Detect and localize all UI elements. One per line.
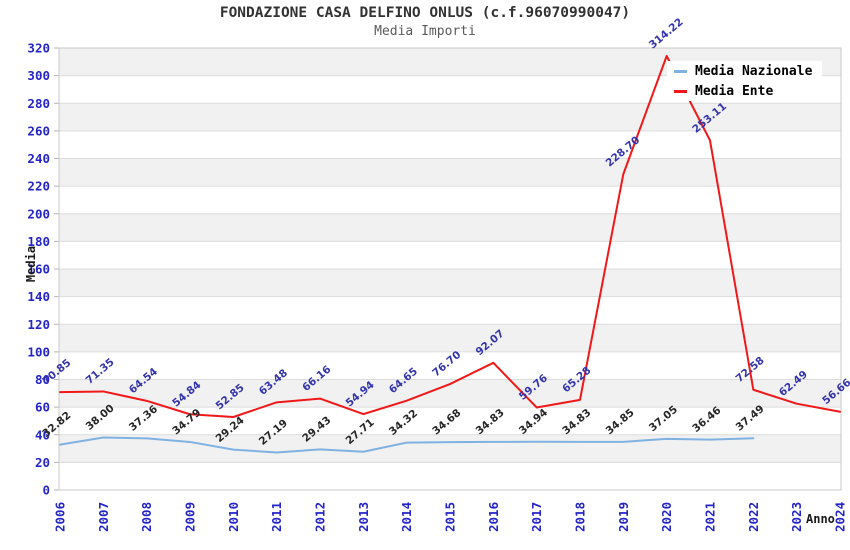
- x-tick-label: 2020: [659, 502, 674, 532]
- data-label: 34.83: [560, 407, 593, 438]
- y-tick-label: 0: [42, 483, 50, 498]
- y-tick-label: 100: [27, 344, 50, 359]
- y-tick-label: 260: [27, 123, 50, 138]
- series-line-media-ente: [59, 54, 841, 419]
- x-tick-label: 2015: [443, 502, 458, 532]
- y-tick-label: 320: [27, 41, 50, 56]
- grid-band: [59, 103, 841, 131]
- y-tick-label: 180: [27, 234, 50, 249]
- legend-item-media-ente: Media Ente: [667, 81, 784, 101]
- y-tick-label: 40: [35, 427, 50, 442]
- y-tick-label: 160: [27, 262, 50, 277]
- y-tick-label: 220: [27, 179, 50, 194]
- y-tick-label: 60: [35, 400, 50, 415]
- y-tick-label: 20: [35, 455, 50, 470]
- legend-label-nazionale: Media Nazionale: [695, 63, 813, 79]
- y-tick-label: 80: [35, 372, 50, 387]
- legend-line-marker-nazionale: [674, 69, 687, 73]
- data-label: 314.22: [647, 16, 686, 51]
- x-tick-label: 2014: [399, 502, 414, 532]
- x-tick-label: 2016: [486, 502, 501, 532]
- grid-band: [59, 213, 841, 242]
- y-tick-label: 200: [27, 206, 50, 221]
- x-tick-label: 2008: [139, 502, 154, 532]
- y-tick-label: 280: [27, 96, 50, 111]
- data-label: 34.83: [474, 407, 507, 438]
- chart-title: FONDAZIONE CASA DELFINO ONLUS (c.f.96070…: [219, 5, 631, 21]
- data-label: 76.70: [430, 349, 463, 380]
- x-tick-label: 2009: [183, 502, 198, 532]
- data-label: 34.85: [604, 407, 637, 438]
- data-label: 34.68: [430, 407, 463, 438]
- x-tick-label: 2011: [269, 502, 284, 532]
- data-label: 37.05: [647, 404, 680, 435]
- y-axis-title: Media: [24, 245, 38, 283]
- x-tick-label: 2021: [703, 502, 718, 532]
- data-label: 34.79: [170, 407, 203, 438]
- legend-item-media-nazionale: Media Nazionale: [667, 61, 823, 81]
- y-tick-label: 140: [27, 289, 50, 304]
- series-line-media-nazionale: [59, 436, 755, 454]
- legend-label-ente: Media Ente: [695, 83, 774, 99]
- x-tick-label: 2012: [313, 502, 328, 532]
- x-tick-label: 2017: [529, 502, 544, 532]
- x-tick-label: 2023: [789, 502, 804, 532]
- x-tick-label: 2018: [573, 502, 588, 532]
- grid-band: [59, 324, 841, 352]
- legend-line-marker-ente: [674, 89, 687, 93]
- grid-band: [59, 158, 841, 187]
- x-tick-label: 2024: [833, 502, 848, 532]
- data-label: 37.36: [127, 403, 160, 434]
- x-tick-label: 2010: [226, 502, 241, 532]
- x-tick-label: 2019: [616, 502, 631, 532]
- x-tick-label: 2013: [356, 502, 371, 532]
- grid-band: [59, 269, 841, 297]
- y-tick-label: 300: [27, 68, 50, 83]
- x-axis-title: Anno: [806, 512, 835, 526]
- y-tick-label: 240: [27, 151, 50, 166]
- x-tick-label: 2007: [96, 502, 111, 532]
- plot-border: [58, 47, 842, 491]
- data-label: 34.32: [387, 407, 420, 438]
- chart-subtitle: Media Importi: [374, 24, 476, 39]
- x-tick-label: 2006: [53, 502, 68, 532]
- x-tick-label: 2022: [746, 502, 761, 532]
- y-tick-label: 120: [27, 317, 50, 332]
- legend: Media Nazionale Media Ente: [667, 61, 823, 101]
- data-label: 34.94: [517, 406, 550, 437]
- data-label: 36.46: [690, 404, 723, 435]
